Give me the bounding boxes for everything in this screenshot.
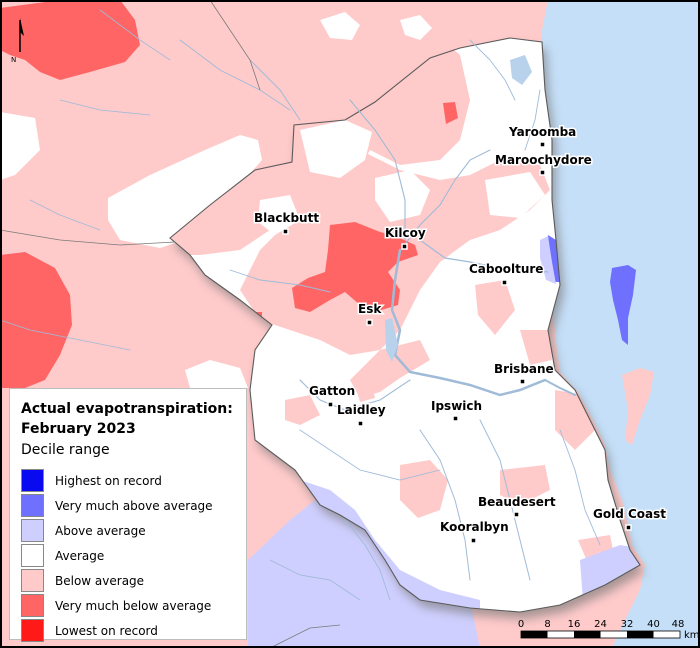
river-network xyxy=(0,9,601,601)
legend-item-above: Above average xyxy=(21,518,246,543)
town-label: Maroochydore xyxy=(495,153,592,167)
town-label: Gold Coast xyxy=(593,507,666,521)
town-label: Esk xyxy=(358,302,382,316)
legend-swatch xyxy=(21,619,44,642)
legend-items: Highest on record Very much above averag… xyxy=(21,468,246,643)
map-title-line2: February 2023 xyxy=(21,421,136,437)
town-label: Brisbane xyxy=(494,362,554,376)
legend-swatch xyxy=(21,469,44,492)
focus-region-outline xyxy=(169,37,641,613)
legend: Actual evapotranspiration: February 2023… xyxy=(9,388,247,643)
scale-bar-segment xyxy=(521,631,548,638)
town-ipswich: Ipswich xyxy=(430,398,484,422)
legend-label: Average xyxy=(55,548,105,563)
sw-above-average-area xyxy=(248,485,480,648)
legend-item-lowest: Lowest on record xyxy=(21,618,246,643)
legend-label: Above average xyxy=(55,523,146,538)
legend-item-highest: Highest on record xyxy=(21,468,246,493)
focus-average-pockets xyxy=(258,90,545,235)
scale-tick-label: 32 xyxy=(621,619,634,630)
scale-bar-segment xyxy=(627,631,654,638)
town-label: Beaudesert xyxy=(478,495,556,509)
town-label: Blackbutt xyxy=(254,211,319,225)
town-kooralbyn: Kooralbyn xyxy=(439,519,510,544)
island-very-much-above xyxy=(610,265,636,345)
scale-tick-label: 16 xyxy=(568,619,581,630)
legend-label: Very much below average xyxy=(55,598,212,613)
legend-swatch xyxy=(21,494,44,517)
scale-tick-label: 8 xyxy=(544,619,550,630)
town-caboolture: Caboolture xyxy=(468,261,545,286)
legend-label: Highest on record xyxy=(55,473,162,488)
town-label: Laidley xyxy=(337,403,386,417)
legend-item-average: Average xyxy=(21,543,246,568)
legend-swatch xyxy=(21,569,44,592)
scale-bar: 0 8 16 24 32 40 48 km xyxy=(518,619,700,641)
legend-item-very-much-below: Very much below average xyxy=(21,593,246,618)
scale-unit: km xyxy=(684,630,700,641)
island-below-average xyxy=(622,368,654,445)
north-arrow: N xyxy=(11,18,24,64)
scale-tick-label: 0 xyxy=(518,619,524,630)
outer-boundary-lines xyxy=(0,0,341,648)
legend-swatch xyxy=(21,544,44,567)
town-esk: Esk xyxy=(357,301,384,326)
town-label: Gatton xyxy=(309,384,355,398)
town-label: Yaroomba xyxy=(508,125,576,139)
scale-bar-segment xyxy=(574,631,601,638)
legend-swatch xyxy=(21,519,44,542)
town-gold-coast: Gold Coast xyxy=(592,506,668,531)
town-beaudesert: Beaudesert xyxy=(477,494,557,518)
legend-subtitle: Decile range xyxy=(21,442,110,458)
town-laidley: Laidley xyxy=(336,402,387,427)
town-yaroomba: Yaroomba xyxy=(507,124,578,148)
legend-label: Very much above average xyxy=(55,498,213,513)
legend-label: Below average xyxy=(55,573,145,588)
legend-item-very-much-above: Very much above average xyxy=(21,493,246,518)
town-label: Ipswich xyxy=(431,399,482,413)
town-brisbane: Brisbane xyxy=(493,361,555,385)
legend-label: Lowest on record xyxy=(55,623,158,638)
town-label: Kooralbyn xyxy=(440,520,509,534)
map-title-line1: Actual evapotranspiration: xyxy=(21,401,233,417)
scale-tick-label: 40 xyxy=(647,619,660,630)
town-blackbutt: Blackbutt xyxy=(253,210,321,235)
town-label: Caboolture xyxy=(469,262,543,276)
north-arrow-head xyxy=(20,18,24,36)
town-label: Kilcoy xyxy=(385,226,426,240)
town-kilcoy: Kilcoy xyxy=(384,225,427,250)
legend-item-below: Below average xyxy=(21,568,246,593)
north-label: N xyxy=(11,56,16,64)
town-maroochydore: Maroochydore xyxy=(494,152,593,176)
town-gatton: Gatton xyxy=(308,383,357,408)
dam-north xyxy=(510,55,532,85)
outer-very-much-below-areas xyxy=(0,0,140,388)
scale-tick-label: 24 xyxy=(594,619,607,630)
scale-tick-label: 48 xyxy=(672,619,685,630)
legend-swatch xyxy=(21,594,44,617)
dam-wivenhoe xyxy=(385,318,398,362)
